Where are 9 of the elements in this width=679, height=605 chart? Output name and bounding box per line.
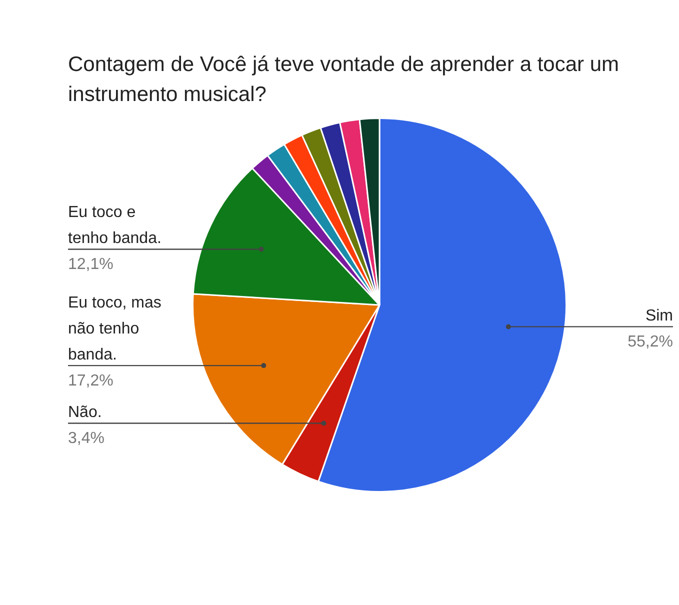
slice-label: Não. (68, 404, 102, 422)
data-label: 55,2% (628, 334, 673, 351)
data-label: 3,4% (68, 430, 104, 448)
slice-label: Eu toco e tenho banda. (68, 204, 162, 248)
chart-title: Contagem de Você já teve vontade de aprender a tocar um instrumento musical? (68, 52, 620, 108)
slice-label: Eu toco, mas não tenho banda. (68, 294, 162, 364)
slice-label: Sim (645, 308, 673, 325)
data-label: 17,2% (68, 372, 114, 390)
data-label: 12,1% (68, 256, 114, 274)
